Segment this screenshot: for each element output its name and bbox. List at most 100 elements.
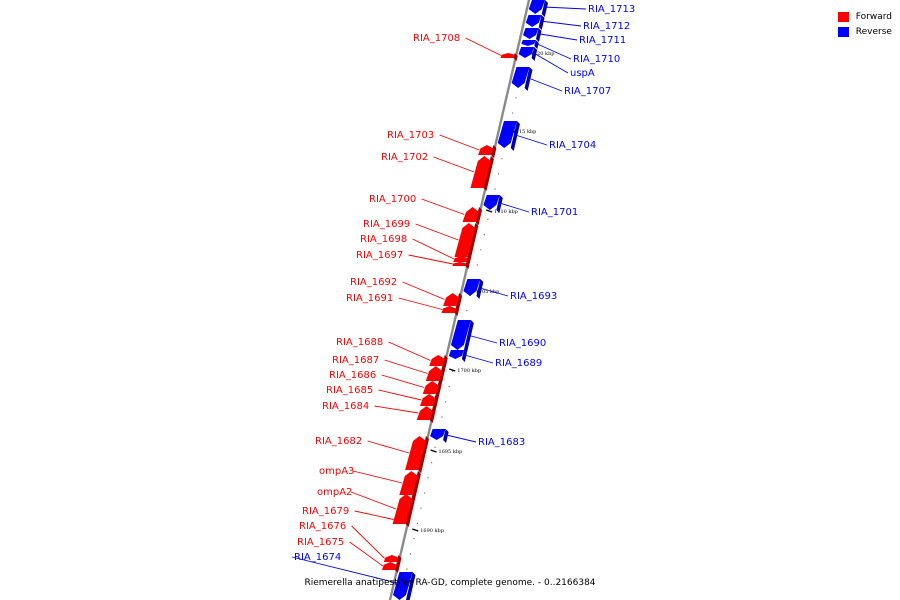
gene-leader-line <box>513 134 548 146</box>
minor-tick-dot <box>487 218 489 220</box>
gene-label: RIA_1701 <box>531 207 578 218</box>
major-tick <box>449 368 456 372</box>
minor-tick-dot <box>413 538 415 540</box>
gene-leader-line <box>378 389 422 401</box>
gene-label: RIA_1699 <box>363 219 410 230</box>
gene-feature <box>441 306 460 316</box>
gene-feature <box>525 15 545 30</box>
gene-leader-line <box>398 297 443 310</box>
major-ticks: 1720 kbp 1715 kbp 1710 kbp 1705 kbp 1700 kbp… <box>412 51 554 534</box>
gene-feature <box>483 195 503 213</box>
gene-feature <box>429 355 448 369</box>
gene-label: RIA_1702 <box>381 152 428 163</box>
tick-label: 1690 kbp <box>420 528 444 534</box>
gene-leader-line <box>352 470 403 484</box>
gene-leader-line <box>540 20 582 27</box>
gene-features <box>381 0 548 600</box>
gene-leader-line <box>497 202 530 213</box>
minor-tick-dot <box>430 462 433 464</box>
minor-tick-dot <box>423 492 426 494</box>
gene-feature <box>422 381 442 397</box>
gene-label: RIA_1688 <box>336 337 383 348</box>
gene-feature <box>522 28 542 42</box>
gene-leader-line <box>421 198 465 215</box>
tick-label: 1705 kbp <box>476 289 500 295</box>
minor-tick-dot <box>406 568 408 570</box>
gene-label: RIA_1703 <box>387 130 434 141</box>
minor-tick-dot <box>452 370 454 372</box>
gene-feature <box>452 262 470 269</box>
minor-tick-dot <box>515 97 517 99</box>
gene-feature <box>470 156 494 191</box>
gene-label: RIA_1679 <box>302 506 349 517</box>
gene-feature <box>454 223 479 260</box>
minor-tick-dot <box>466 310 468 312</box>
legend-forward: Forward <box>837 9 892 24</box>
gene-label: RIA_1690 <box>499 338 546 349</box>
gene-leader-line <box>444 434 477 443</box>
gene-feature <box>393 572 416 600</box>
gene-leader-line <box>532 52 569 74</box>
gene-label: RIA_1712 <box>583 21 630 32</box>
gene-leader-line <box>349 541 384 567</box>
minor-tick-dot <box>511 112 514 114</box>
gene-label: RIA_1708 <box>413 33 460 44</box>
gene-leader-line <box>291 556 410 587</box>
gene-feature <box>416 406 436 423</box>
legend-reverse-label: Reverse <box>855 26 892 37</box>
gene-leader-line <box>412 238 455 260</box>
minor-tick-dot <box>497 173 500 175</box>
gene-leader-line <box>465 37 502 56</box>
minor-tick-dot <box>448 386 450 388</box>
gene-label: RIA_1697 <box>356 250 403 261</box>
gene-label: RIA_1693 <box>510 291 557 302</box>
gene-leader-line <box>526 77 563 92</box>
gene-label: RIA_1710 <box>573 54 620 65</box>
gene-label: RIA_1691 <box>346 293 393 304</box>
gene-leader-line <box>350 491 397 510</box>
gene-leader-line <box>534 42 572 60</box>
gene-leader-line <box>384 359 428 374</box>
gene-label: RIA_1687 <box>332 355 379 366</box>
gene-leader-line <box>367 440 410 454</box>
gene-feature <box>500 53 518 61</box>
gene-leader-line <box>543 6 587 10</box>
tick-label: 1720 kbp <box>531 51 555 57</box>
gene-leader-line <box>402 281 445 300</box>
minor-tick-dot <box>494 188 496 190</box>
minor-tick-dot <box>409 553 412 555</box>
tick-label: 1715 kbp <box>513 129 537 135</box>
gene-leader-line <box>478 287 509 297</box>
gene-leader-line <box>388 341 431 361</box>
gene-leader-line <box>467 334 498 344</box>
gene-label: RIA_1704 <box>549 140 596 151</box>
gene-label: RIA_1707 <box>564 86 611 97</box>
gene-leader-line <box>408 254 453 265</box>
minor-tick-dot <box>501 158 503 160</box>
gene-label: RIA_1676 <box>299 521 346 532</box>
gene-feature <box>521 40 539 49</box>
minor-tick-dot <box>416 522 419 524</box>
tick-label: 1710 kbp <box>494 209 518 215</box>
gene-label: RIA_1685 <box>326 385 373 396</box>
tick-label: 1700 kbp <box>457 368 481 374</box>
gene-feature <box>430 429 449 443</box>
gene-feature <box>528 0 548 17</box>
gene-feature <box>518 47 538 61</box>
gene-feature <box>463 279 484 299</box>
minor-tick-dot <box>420 507 422 509</box>
gene-label: RIA_1686 <box>329 370 376 381</box>
legend-reverse: Reverse <box>837 24 892 39</box>
legend: Forward Reverse <box>837 9 892 39</box>
gene-feature <box>443 293 463 309</box>
major-tick <box>412 528 419 532</box>
gene-label: RIA_1684 <box>322 401 369 412</box>
minor-tick-dot <box>480 249 482 251</box>
gene-feature <box>462 207 483 225</box>
minor-tick-dot <box>427 477 429 479</box>
gene-label: RIA_1682 <box>315 436 362 447</box>
gene-label: RIA_1692 <box>350 277 397 288</box>
gene-feature <box>381 562 400 573</box>
tick-label: 1695 kbp <box>439 449 463 455</box>
